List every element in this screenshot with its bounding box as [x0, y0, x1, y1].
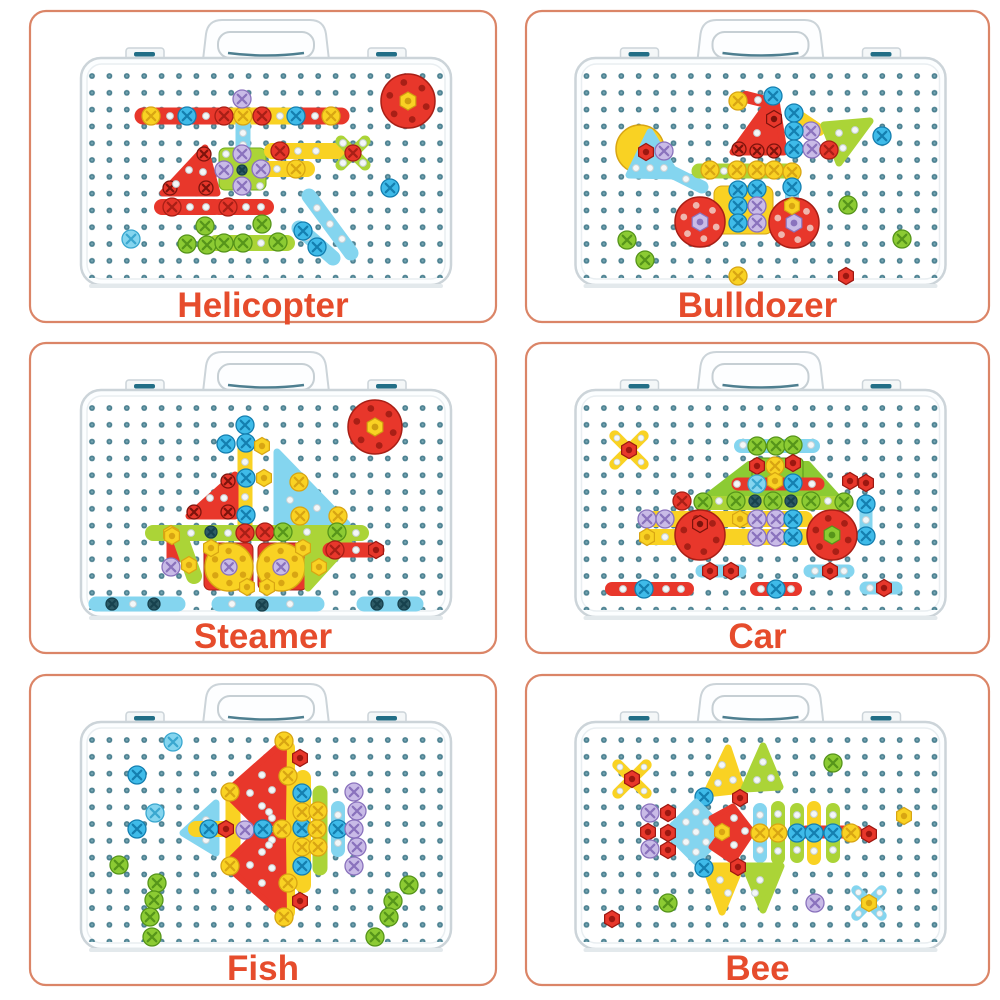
- svg-text:Steamer: Steamer: [194, 617, 333, 656]
- svg-text:Bee: Bee: [725, 949, 789, 988]
- svg-text:Car: Car: [728, 617, 787, 656]
- svg-text:Fish: Fish: [227, 949, 299, 988]
- svg-text:Helicopter: Helicopter: [177, 286, 349, 325]
- svg-text:Bulldozer: Bulldozer: [678, 286, 838, 325]
